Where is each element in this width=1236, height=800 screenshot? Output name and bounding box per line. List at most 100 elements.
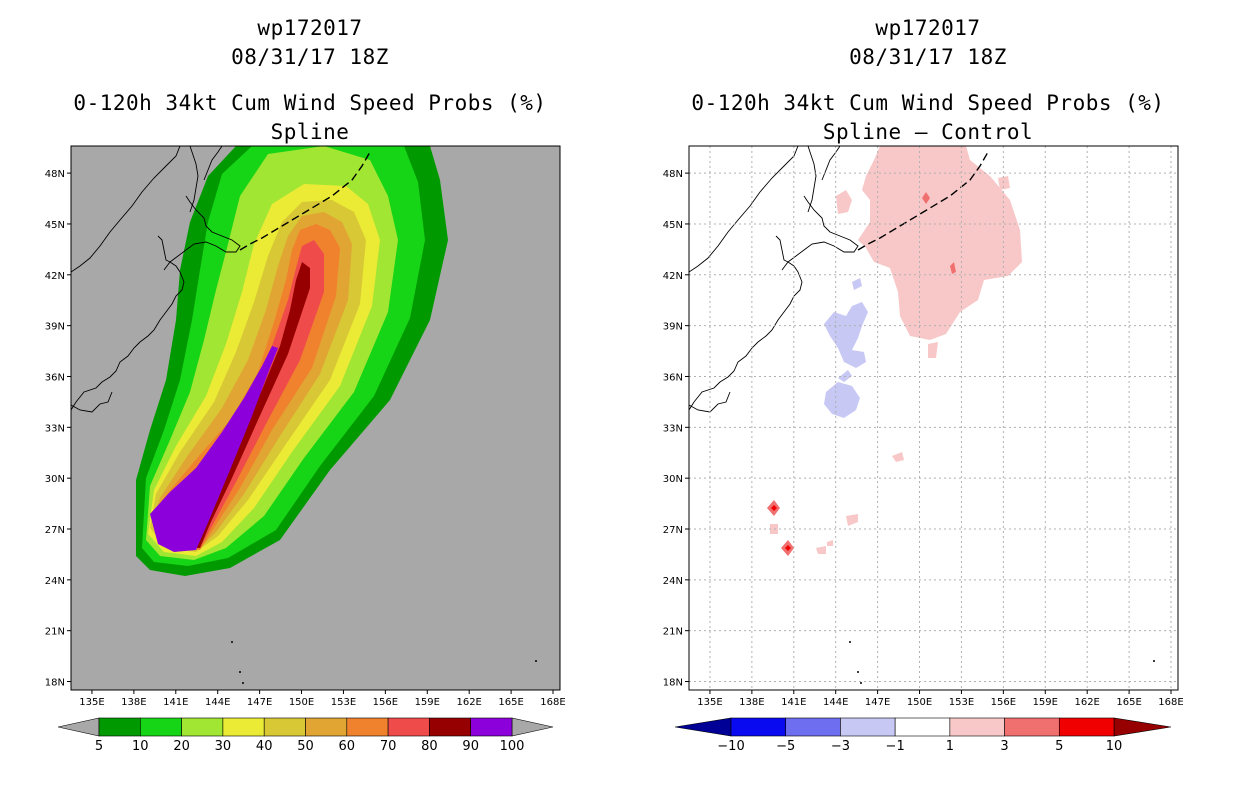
y-tick-label: 30N (663, 474, 683, 485)
y-tick-label: 39N (663, 322, 683, 333)
x-tick-label: 135E (697, 697, 722, 708)
colorbar-label: 50 (297, 739, 314, 754)
colorbar-label: 10 (1106, 739, 1123, 754)
colorbar-swatch (785, 717, 841, 737)
colorbar-swatch (305, 717, 348, 737)
colorbar-label: 3 (1000, 739, 1008, 754)
y-tick-label: 30N (45, 474, 65, 485)
colorbar-swatch (1058, 717, 1115, 737)
left-product-block: 0-120h 34kt Cum Wind Speed Probs (%) Spl… (60, 89, 560, 147)
colorbar-swatch (140, 717, 182, 737)
left-storm-id: wp172017 (257, 16, 363, 40)
right-difference-field (689, 146, 1156, 685)
y-tick-label: 45N (663, 220, 683, 231)
y-tick-label: 27N (663, 525, 683, 536)
colorbar-label: 30 (215, 739, 232, 754)
y-tick-label: 48N (663, 169, 683, 180)
colorbar-label: 80 (421, 739, 438, 754)
y-tick-label: 36N (663, 372, 683, 383)
x-tick-label: 135E (79, 697, 104, 708)
y-tick-label: 36N (45, 372, 65, 383)
x-tick-label: 156E (991, 697, 1016, 708)
x-tick-label: 144E (823, 697, 848, 708)
x-tick-label: 150E (907, 697, 932, 708)
x-tick-label: 144E (205, 697, 230, 708)
x-tick-label: 141E (163, 697, 188, 708)
right-product-block: 0-120h 34kt Cum Wind Speed Probs (%) Spl… (678, 89, 1178, 147)
y-tick-label: 39N (45, 322, 65, 333)
colorbar-swatch (470, 717, 513, 737)
colorbar-swatch (263, 717, 306, 737)
x-tick-label: 156E (373, 697, 398, 708)
x-tick-label: 153E (331, 697, 356, 708)
colorbar-label: 90 (462, 739, 479, 754)
colorbar-left-extension (674, 717, 732, 737)
y-tick-label: 33N (663, 423, 683, 434)
left-probability-field (71, 146, 538, 685)
y-tick-label: 21N (45, 627, 65, 638)
right-product-title: 0-120h 34kt Cum Wind Speed Probs (%) (691, 91, 1165, 115)
right-storm-id: wp172017 (875, 16, 981, 40)
right-title-block: wp172017 08/31/17 18Z (678, 14, 1178, 72)
colorbar-label: 5 (95, 739, 103, 754)
y-tick-label: 45N (45, 220, 65, 231)
colorbar-label: −1 (886, 739, 905, 754)
x-tick-label: 138E (121, 697, 146, 708)
colorbar-swatch (730, 717, 787, 737)
colorbar-label: 5 (1055, 739, 1063, 754)
y-tick-label: 21N (663, 627, 683, 638)
y-tick-label: 18N (663, 678, 683, 689)
x-tick-label: 162E (1074, 697, 1099, 708)
colorbar-label: −10 (717, 739, 744, 754)
x-tick-label: 147E (247, 697, 272, 708)
colorbar-swatch (894, 717, 951, 737)
left-datetime: 08/31/17 18Z (231, 45, 389, 69)
y-tick-label: 18N (45, 678, 65, 689)
colorbar-swatch (949, 717, 1005, 737)
colorbar-swatch (840, 717, 896, 737)
x-tick-label: 165E (498, 697, 523, 708)
right-datetime: 08/31/17 18Z (849, 45, 1007, 69)
left-colorbar: 5 10 20 30 40 50 60 70 80 90 100 (57, 717, 554, 754)
colorbar-label: 40 (256, 739, 273, 754)
right-colorbar: −10 −5 −3 −1 1 3 5 10 (674, 717, 1172, 754)
left-plot-frame (70, 145, 561, 691)
right-axes: 135E 138E 141E 144E 147E 150E 153E 156E 159E 162E… (663, 169, 1184, 708)
x-tick-label: 168E (540, 697, 565, 708)
colorbar-swatch (387, 717, 430, 737)
colorbar-swatch (98, 717, 141, 737)
left-product-title: 0-120h 34kt Cum Wind Speed Probs (%) (73, 91, 547, 115)
colorbar-label: 70 (380, 739, 397, 754)
colorbar-swatch (346, 717, 389, 737)
colorbar-swatch (429, 717, 471, 737)
y-tick-label: 33N (45, 423, 65, 434)
colorbar-label: 1 (946, 739, 954, 754)
y-tick-label: 24N (45, 576, 65, 587)
colorbar-label: −3 (831, 739, 850, 754)
colorbar-swatch (222, 717, 265, 737)
y-tick-label: 27N (45, 525, 65, 536)
x-tick-label: 159E (1033, 697, 1058, 708)
colorbar-label: 20 (173, 739, 190, 754)
colorbar-label: 10 (132, 739, 149, 754)
left-title-block: wp172017 08/31/17 18Z (60, 14, 560, 72)
x-tick-label: 165E (1116, 697, 1141, 708)
x-tick-label: 159E (415, 697, 440, 708)
colorbar-label: −5 (776, 739, 795, 754)
x-tick-label: 138E (739, 697, 764, 708)
right-subtitle: Spline – Control (822, 120, 1034, 144)
colorbar-label: 60 (339, 739, 356, 754)
x-tick-label: 150E (289, 697, 314, 708)
right-gridlines (689, 146, 1178, 690)
colorbar-right-extension (511, 717, 554, 737)
colorbar-swatch (1004, 717, 1060, 737)
x-tick-label: 147E (865, 697, 890, 708)
x-tick-label: 141E (781, 697, 806, 708)
left-subtitle: Spline (270, 120, 350, 144)
right-plot-frame (688, 145, 1179, 691)
x-tick-label: 153E (949, 697, 974, 708)
colorbar-right-extension (1113, 717, 1172, 737)
y-tick-label: 42N (663, 271, 683, 282)
left-axes: 135E 138E 141E 144E 147E 150E 153E 156E 159E 162E… (45, 169, 566, 708)
